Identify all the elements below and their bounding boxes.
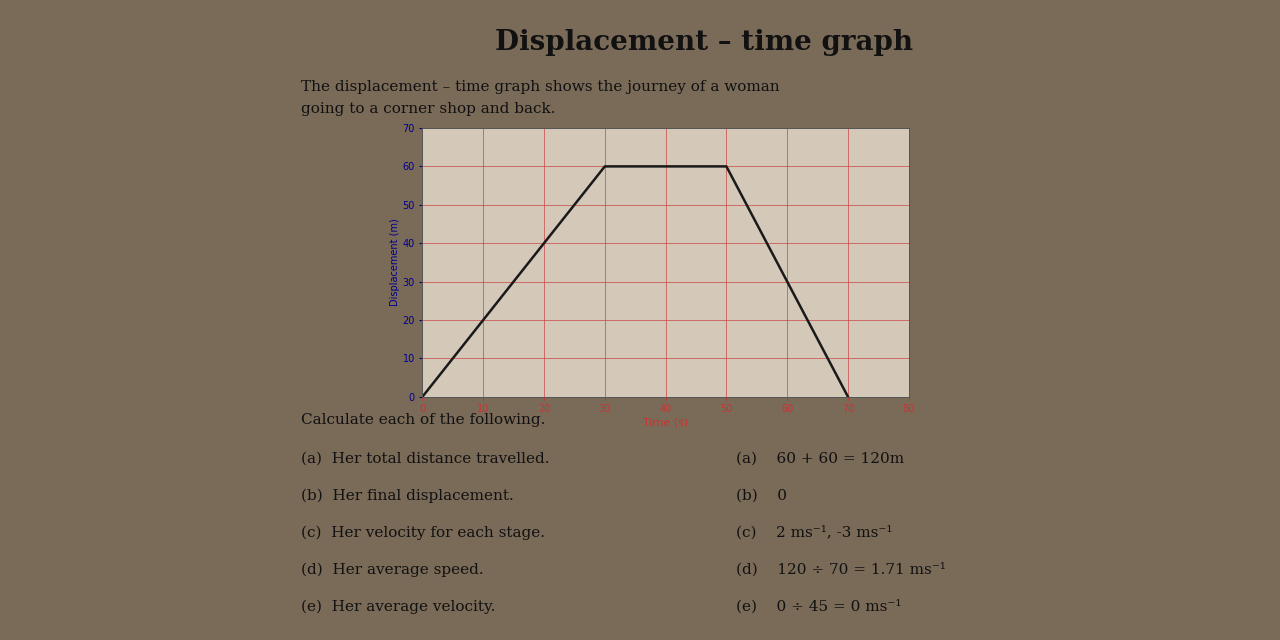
- Y-axis label: Displacement (m): Displacement (m): [389, 218, 399, 307]
- X-axis label: Time (s): Time (s): [643, 417, 689, 428]
- Text: (a)    60 + 60 = 120m: (a) 60 + 60 = 120m: [736, 451, 904, 465]
- Text: (d)    120 ÷ 70 = 1.71 ms⁻¹: (d) 120 ÷ 70 = 1.71 ms⁻¹: [736, 563, 946, 577]
- Text: Displacement – time graph: Displacement – time graph: [495, 29, 913, 56]
- Text: (c)  Her velocity for each stage.: (c) Her velocity for each stage.: [301, 525, 545, 540]
- Text: (b)  Her final displacement.: (b) Her final displacement.: [301, 488, 513, 502]
- Text: Calculate each of the following.: Calculate each of the following.: [301, 413, 545, 427]
- Text: (a)  Her total distance travelled.: (a) Her total distance travelled.: [301, 451, 549, 465]
- Text: (e)    0 ÷ 45 = 0 ms⁻¹: (e) 0 ÷ 45 = 0 ms⁻¹: [736, 600, 901, 614]
- Text: (d)  Her average speed.: (d) Her average speed.: [301, 563, 484, 577]
- Text: (e)  Her average velocity.: (e) Her average velocity.: [301, 600, 495, 614]
- Text: (c)    2 ms⁻¹, -3 ms⁻¹: (c) 2 ms⁻¹, -3 ms⁻¹: [736, 525, 892, 540]
- Text: The displacement – time graph shows the journey of a woman: The displacement – time graph shows the …: [301, 80, 780, 94]
- Text: (b)    0: (b) 0: [736, 488, 787, 502]
- Text: going to a corner shop and back.: going to a corner shop and back.: [301, 102, 556, 116]
